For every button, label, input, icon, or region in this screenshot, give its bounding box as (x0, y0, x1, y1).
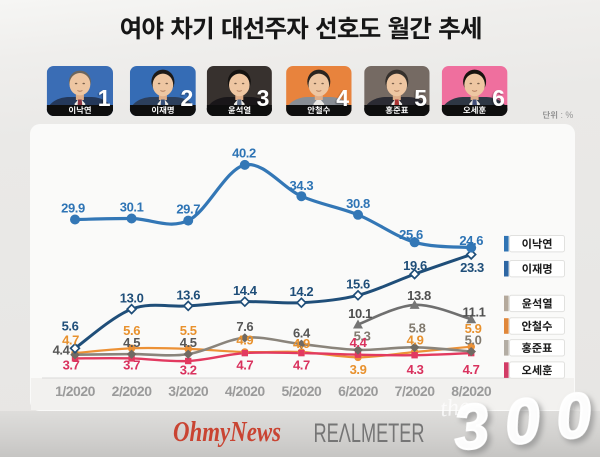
svg-text:5.3: 5.3 (354, 329, 371, 344)
svg-text:40.2: 40.2 (232, 146, 256, 161)
svg-text:2: 2 (181, 85, 194, 111)
svg-text:5.5: 5.5 (180, 323, 197, 338)
svg-text:34.3: 34.3 (290, 178, 314, 193)
svg-text:5.0: 5.0 (465, 332, 482, 347)
svg-text:5.9: 5.9 (465, 321, 482, 336)
svg-text:4.7: 4.7 (236, 358, 253, 373)
svg-text:4.7: 4.7 (463, 362, 480, 377)
svg-text:4.3: 4.3 (407, 362, 424, 377)
svg-text:the: the (439, 394, 471, 423)
svg-text:4.4: 4.4 (350, 335, 368, 350)
svg-text:4.9: 4.9 (407, 332, 424, 347)
svg-text:4.5: 4.5 (180, 335, 197, 350)
svg-text:5/2020: 5/2020 (281, 383, 322, 399)
svg-text:OhmyNews: OhmyNews (173, 416, 281, 448)
svg-text:29.7: 29.7 (176, 202, 200, 217)
svg-text:11.1: 11.1 (463, 305, 486, 320)
svg-text:4: 4 (336, 85, 349, 111)
svg-text:25.6: 25.6 (399, 227, 423, 242)
svg-text:5: 5 (414, 85, 427, 111)
svg-text:15.6: 15.6 (346, 277, 370, 292)
svg-text:6/2020: 6/2020 (338, 383, 379, 399)
svg-text:REΛLMETER: REΛLMETER (314, 418, 425, 448)
svg-text:19.6: 19.6 (403, 258, 427, 273)
svg-text:2/2020: 2/2020 (112, 383, 153, 399)
svg-text:14.4: 14.4 (233, 283, 258, 298)
svg-text:24.6: 24.6 (459, 233, 483, 248)
svg-text:7.6: 7.6 (236, 319, 253, 334)
svg-text:13.8: 13.8 (407, 288, 431, 303)
svg-text:3.7: 3.7 (123, 357, 140, 372)
svg-text:10.1: 10.1 (348, 306, 372, 321)
svg-text:4.5: 4.5 (123, 335, 140, 350)
svg-text:5.6: 5.6 (123, 323, 140, 338)
svg-text:1: 1 (98, 85, 111, 111)
svg-text:23.3: 23.3 (460, 260, 484, 275)
svg-text:3: 3 (257, 85, 270, 111)
svg-text:3.2: 3.2 (180, 363, 197, 378)
svg-text:300: 300 (450, 378, 600, 457)
svg-text:4.9: 4.9 (236, 332, 253, 347)
svg-text:14.2: 14.2 (290, 284, 314, 299)
svg-text:4.7: 4.7 (62, 333, 79, 348)
svg-text:: %: : % (561, 110, 574, 120)
svg-text:8/2020: 8/2020 (451, 383, 492, 399)
svg-text:6: 6 (492, 85, 505, 111)
svg-text:4.7: 4.7 (293, 358, 310, 373)
svg-text:13.6: 13.6 (176, 287, 200, 302)
svg-text:4.4: 4.4 (53, 343, 71, 358)
svg-text:13.0: 13.0 (120, 291, 144, 306)
svg-text:3/2020: 3/2020 (168, 383, 209, 399)
svg-text:30.8: 30.8 (346, 196, 370, 211)
svg-text:5.8: 5.8 (409, 321, 426, 336)
svg-text:5.6: 5.6 (62, 319, 79, 334)
svg-text:30.1: 30.1 (120, 200, 144, 215)
svg-text:4.9: 4.9 (293, 336, 310, 351)
svg-text:29.9: 29.9 (61, 201, 85, 216)
svg-text:3.7: 3.7 (63, 357, 80, 372)
svg-text:7/2020: 7/2020 (395, 383, 436, 399)
svg-text:4/2020: 4/2020 (225, 383, 266, 399)
svg-text:3.9: 3.9 (350, 362, 367, 377)
svg-text:1/2020: 1/2020 (55, 383, 96, 399)
svg-text:6.4: 6.4 (293, 326, 311, 341)
